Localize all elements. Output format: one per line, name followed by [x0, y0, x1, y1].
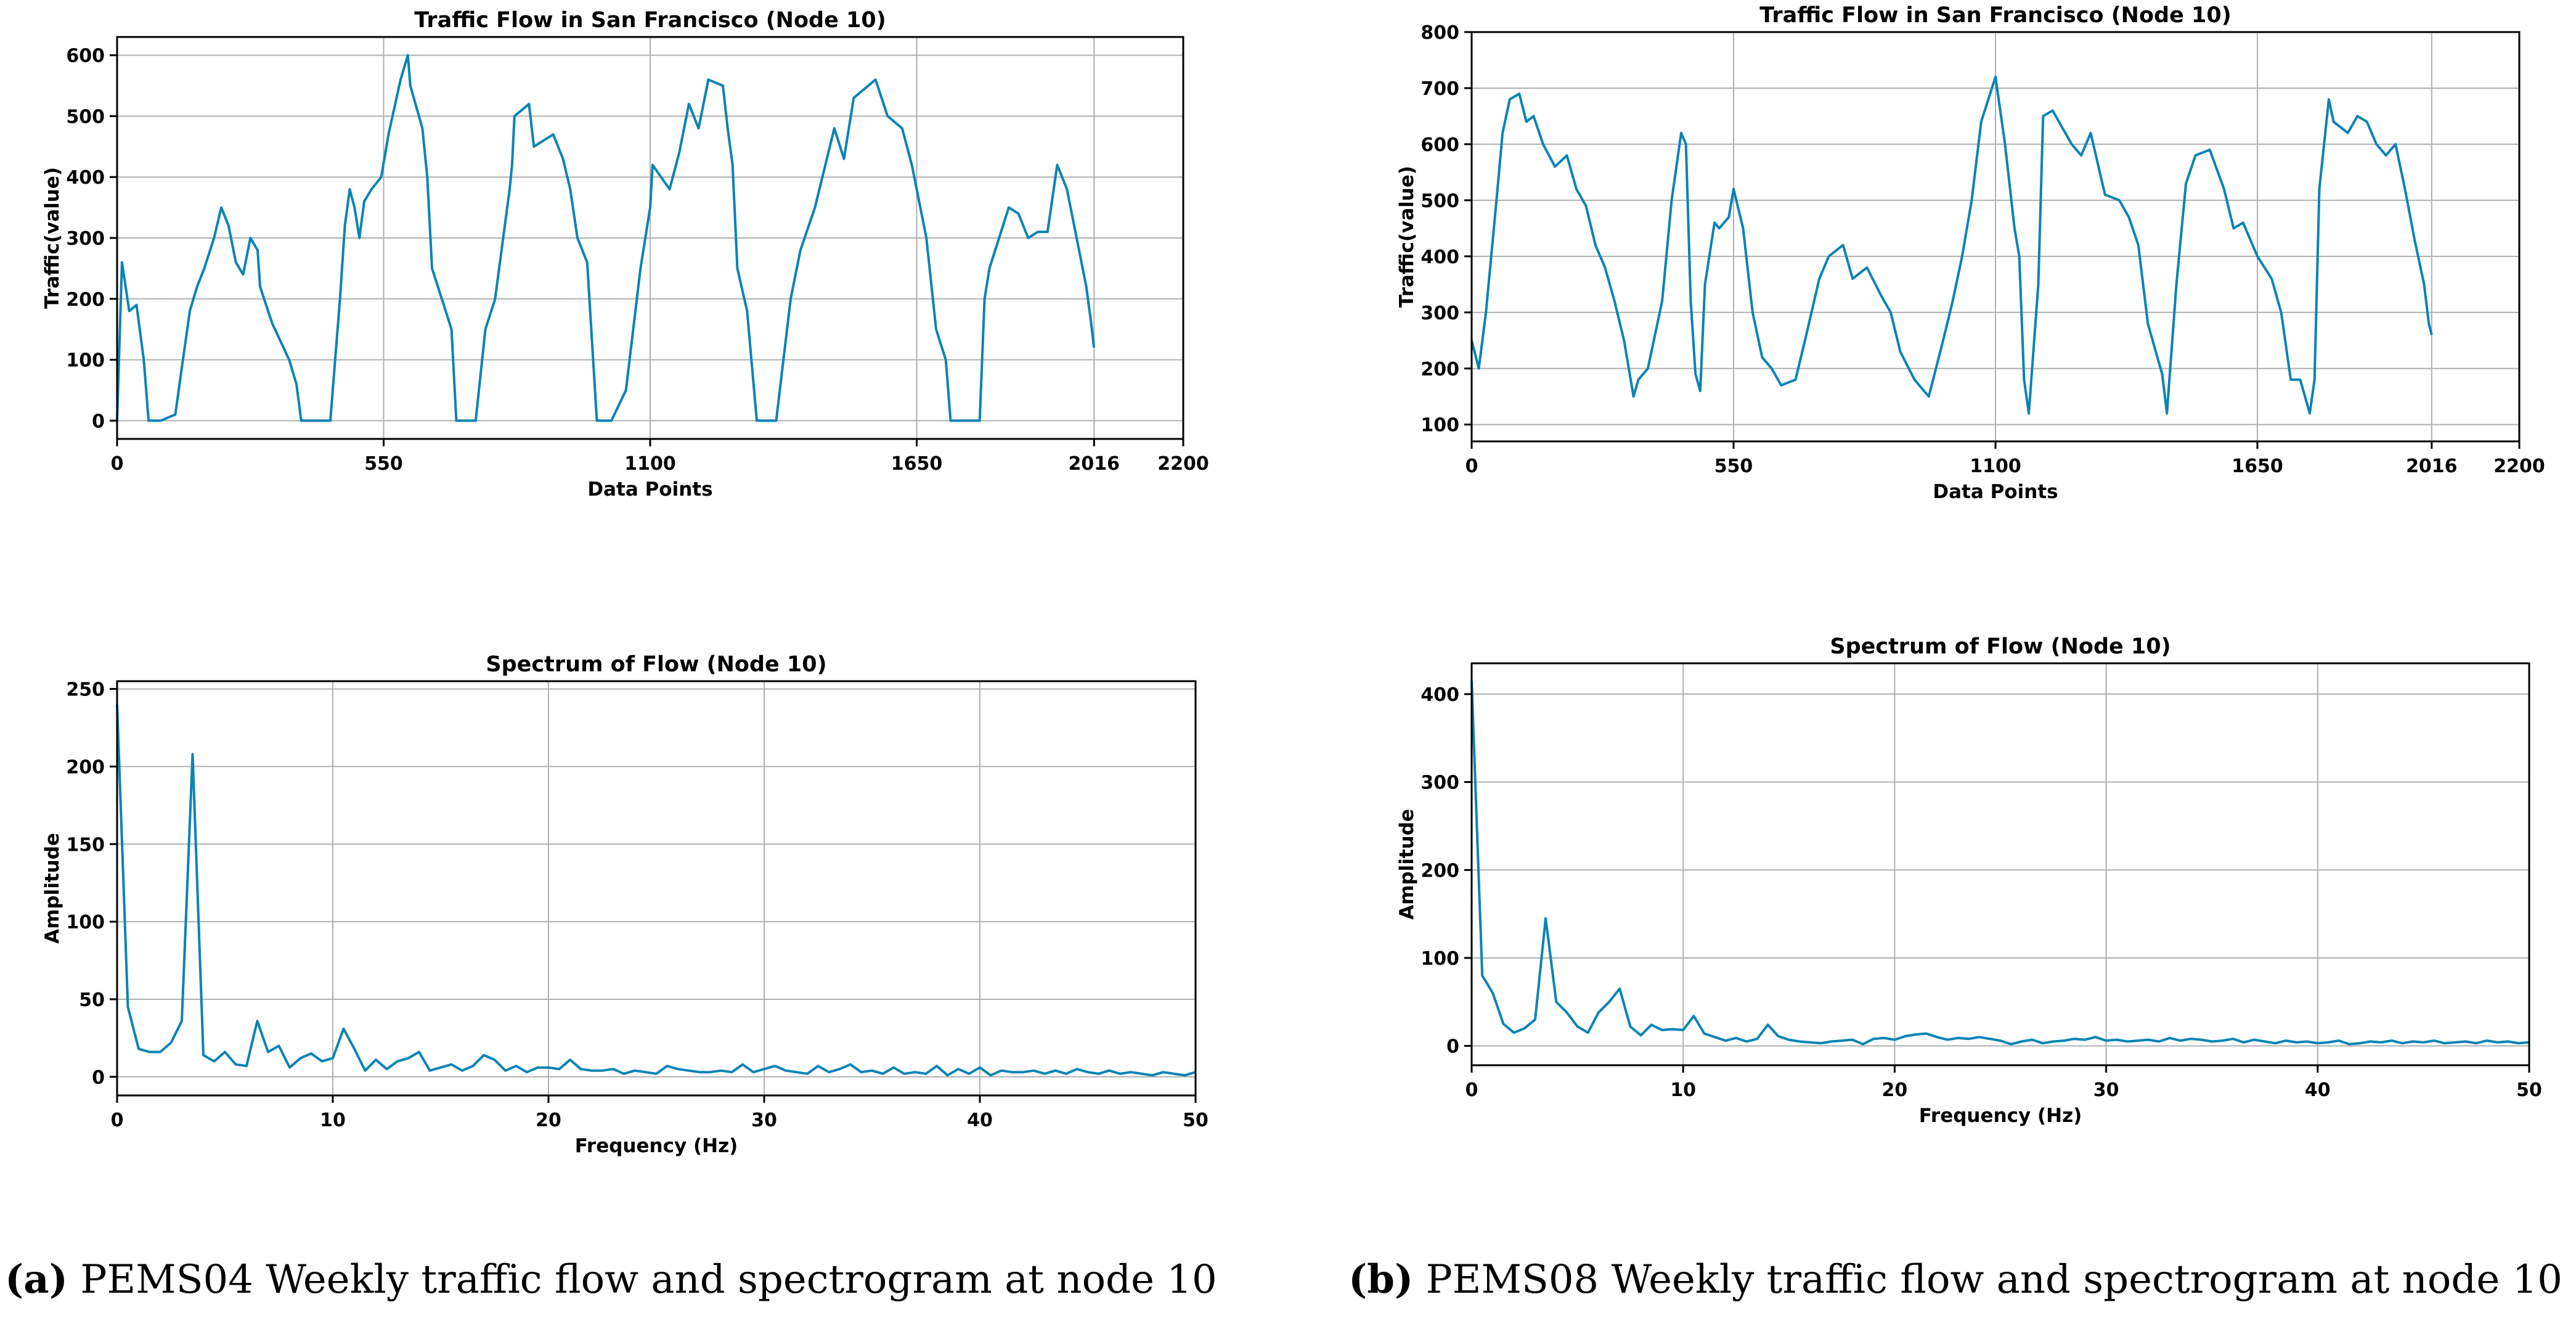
- series-line: [116, 54, 1096, 422]
- y-tick-label: 150: [66, 834, 105, 856]
- y-tick-label: 700: [1420, 78, 1459, 100]
- y-axis-label: Traffic(value): [41, 167, 63, 309]
- chart-title: Traffic Flow in San Francisco (Node 10): [1759, 3, 2231, 28]
- x-tick-label: 1650: [891, 453, 943, 475]
- x-axis-label: Data Points: [587, 478, 712, 501]
- x-tick-label: 10: [320, 1110, 346, 1131]
- caption-b-text: PEMS08 Weekly traffic flow and spectrogr…: [1413, 1257, 2562, 1303]
- x-tick-label: 0: [111, 1110, 124, 1131]
- x-tick-label: 20: [1882, 1079, 1908, 1101]
- y-tick-label: 200: [66, 756, 105, 778]
- caption-a-text: PEMS04 Weekly traffic flow and spectrogr…: [68, 1257, 1217, 1303]
- x-tick-label: 1650: [2232, 456, 2283, 477]
- x-tick-label: 30: [2093, 1079, 2119, 1101]
- caption-b: (b) PEMS08 Weekly traffic flow and spect…: [1348, 1256, 2562, 1303]
- chart-title: Spectrum of Flow (Node 10): [1830, 634, 2170, 659]
- caption-b-label: (b): [1348, 1256, 1414, 1303]
- x-tick-label: 0: [1465, 456, 1478, 477]
- plot-frame: [116, 680, 1197, 1097]
- y-tick-label: 400: [1420, 684, 1459, 706]
- x-tick-label: 1100: [1970, 456, 2021, 477]
- y-tick-label: 200: [66, 289, 105, 311]
- series-line: [1470, 75, 2433, 415]
- x-tick-label: 10: [1670, 1079, 1696, 1101]
- y-axis-label: Traffic(value): [1396, 166, 1418, 308]
- x-axis-label: Data Points: [1933, 481, 2058, 503]
- y-tick-label: 0: [1446, 1036, 1459, 1058]
- chart-title: Spectrum of Flow (Node 10): [486, 652, 826, 677]
- y-tick-label: 500: [66, 106, 105, 128]
- y-tick-label: 100: [66, 350, 105, 372]
- y-tick-label: 800: [1420, 22, 1459, 44]
- y-axis-label: Amplitude: [41, 833, 63, 944]
- y-tick-label: 300: [1420, 303, 1459, 324]
- y-tick-label: 0: [92, 411, 105, 432]
- pems08-traffic-flow-chart: 0 550 1100 1650 2016 2200 100 200 300 400 500 600 70…: [1396, 3, 2545, 503]
- y-tick-label: 50: [79, 989, 105, 1011]
- pems08-spectrum-chart: 0 10 20 30 40 50 0 100 200 300 400 Spectrum of Flow…: [1396, 634, 2542, 1127]
- x-tick-label: 2016: [2406, 456, 2458, 477]
- y-axis-label: Amplitude: [1396, 809, 1418, 920]
- y-tick-label: 250: [66, 679, 105, 701]
- series-line: [1470, 681, 2530, 1046]
- y-tick-label: 600: [1420, 134, 1459, 156]
- y-tick-label: 600: [66, 46, 105, 67]
- x-tick-label: 550: [364, 453, 403, 475]
- plot-frame: [1470, 662, 2530, 1066]
- x-tick-label: 40: [2305, 1079, 2331, 1101]
- y-tick-label: 200: [1420, 359, 1459, 380]
- caption-a-label: (a): [5, 1256, 68, 1303]
- x-tick-label: 2016: [1069, 453, 1120, 475]
- x-tick-label: 30: [751, 1110, 777, 1131]
- y-tick-label: 100: [66, 912, 105, 933]
- x-tick-label: 2200: [1157, 453, 1209, 475]
- x-axis-label: Frequency (Hz): [575, 1135, 738, 1157]
- y-tick-label: 500: [1420, 190, 1459, 212]
- pems04-traffic-flow-chart: 0 550 1100 1650 2016 2200 0 100 200 300 400 500 600 T…: [41, 8, 1209, 501]
- y-tick-label: 300: [1420, 772, 1459, 794]
- caption-a: (a) PEMS04 Weekly traffic flow and spect…: [5, 1256, 1217, 1303]
- y-tick-label: 200: [1420, 860, 1459, 882]
- y-tick-label: 300: [66, 228, 105, 250]
- x-tick-label: 0: [1465, 1079, 1478, 1101]
- pems04-spectrum-chart: 0 10 20 30 40 50 0 50 100 150 200 250 Spectrum of Fl…: [41, 652, 1209, 1157]
- x-tick-label: 40: [967, 1110, 993, 1131]
- chart-title: Traffic Flow in San Francisco (Node 10): [414, 8, 886, 33]
- y-tick-label: 400: [1420, 247, 1459, 268]
- x-tick-label: 50: [2516, 1079, 2542, 1101]
- x-tick-label: 50: [1183, 1110, 1209, 1131]
- x-axis-label: Frequency (Hz): [1919, 1105, 2082, 1127]
- y-tick-label: 400: [66, 167, 105, 189]
- x-tick-label: 550: [1714, 456, 1753, 477]
- x-tick-label: 1100: [624, 453, 676, 475]
- y-tick-label: 0: [92, 1067, 105, 1089]
- x-tick-label: 2200: [2493, 456, 2545, 477]
- series-line: [116, 704, 1196, 1077]
- x-tick-label: 0: [111, 453, 124, 475]
- y-tick-label: 100: [1420, 415, 1459, 436]
- x-tick-label: 20: [536, 1110, 561, 1131]
- y-tick-label: 100: [1420, 948, 1459, 970]
